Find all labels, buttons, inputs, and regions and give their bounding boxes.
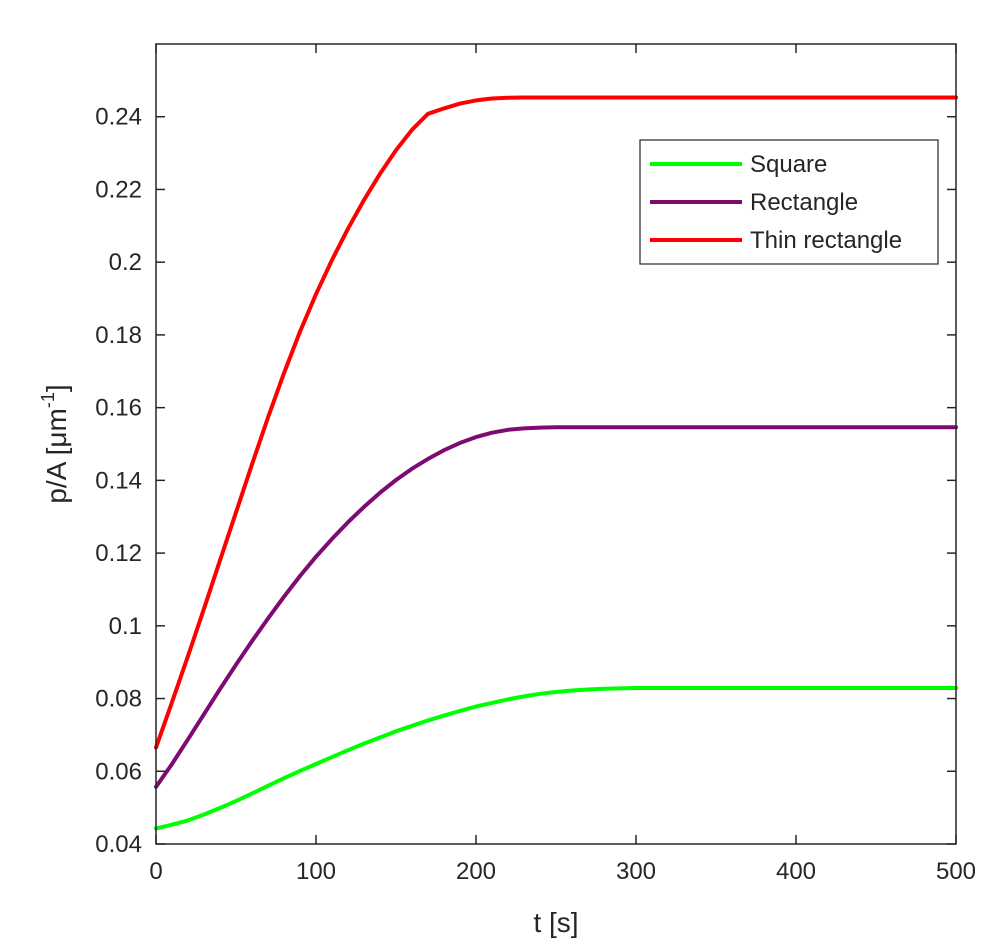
y-axis-label: p/A [μm-1] bbox=[38, 384, 72, 503]
y-axis-label-close: ] bbox=[41, 384, 72, 392]
plot-frame bbox=[155, 43, 957, 845]
y-tick-label: 0.1 bbox=[109, 613, 142, 640]
x-tick-label: 500 bbox=[936, 858, 976, 885]
y-tick-label: 0.18 bbox=[95, 322, 142, 349]
series-line-square bbox=[154, 686, 958, 831]
series-layer bbox=[154, 95, 958, 831]
x-tick-label: 300 bbox=[616, 858, 656, 885]
x-tick-label: 200 bbox=[456, 858, 496, 885]
y-tick-label: 0.08 bbox=[95, 686, 142, 713]
y-tick-label: 0.22 bbox=[95, 176, 142, 203]
y-tick-label: 0.2 bbox=[109, 249, 142, 276]
x-tick-label: 100 bbox=[296, 858, 336, 885]
legend-label-rectangle: Rectangle bbox=[750, 189, 858, 216]
x-tick-label: 0 bbox=[149, 858, 162, 885]
y-axis: 0.04 0.06 0.08 0.1 0.12 0.14 0.16 0.18 0.2 0.22 0.… bbox=[95, 104, 956, 858]
legend-label-thin-rectangle: Thin rectangle bbox=[750, 227, 902, 254]
y-axis-label-main: p/A [μm bbox=[41, 408, 72, 504]
y-tick-label: 0.06 bbox=[95, 758, 142, 785]
y-tick-label: 0.04 bbox=[95, 831, 142, 858]
x-tick-label: 400 bbox=[776, 858, 816, 885]
legend-label-square: Square bbox=[750, 151, 827, 178]
series-line-thin-rectangle bbox=[154, 95, 958, 750]
y-tick-label: 0.14 bbox=[95, 467, 142, 494]
legend: Square Rectangle Thin rectangle bbox=[639, 139, 939, 265]
y-tick-label: 0.12 bbox=[95, 540, 142, 567]
y-tick-label: 0.16 bbox=[95, 395, 142, 422]
x-axis: 0 100 200 300 400 500 bbox=[149, 44, 976, 885]
y-tick-label: 0.24 bbox=[95, 104, 142, 131]
x-axis-label: t [s] bbox=[533, 907, 578, 938]
y-axis-label-superscript: -1 bbox=[38, 392, 58, 408]
series-line-rectangle bbox=[154, 425, 958, 789]
